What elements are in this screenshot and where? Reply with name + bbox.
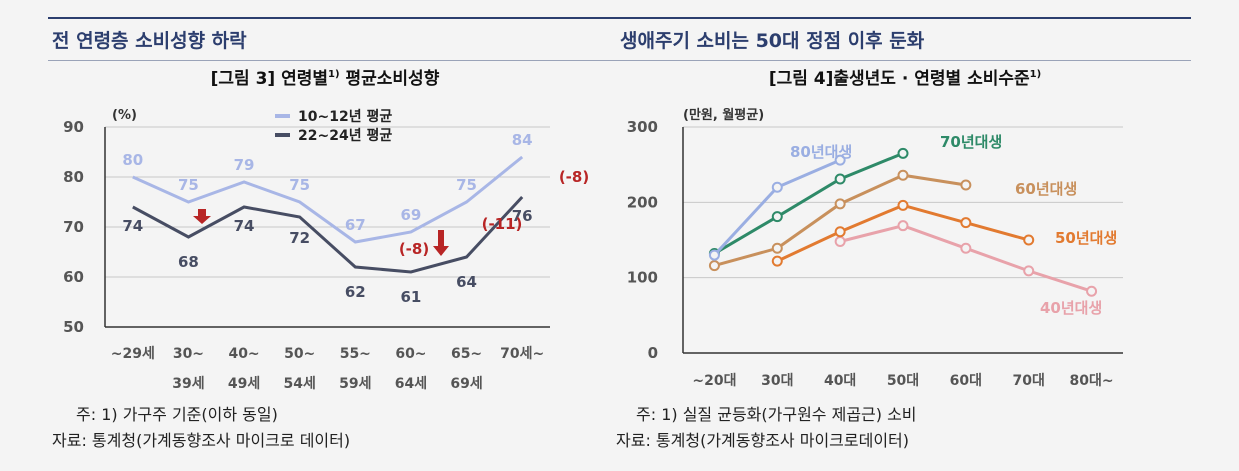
chart2-data-point bbox=[897, 199, 909, 211]
chart2-data-point bbox=[708, 260, 720, 272]
chart1-data-label: 80 bbox=[122, 151, 143, 169]
chart2-data-point bbox=[1023, 265, 1035, 277]
chart1-x-tick: 59세 bbox=[339, 376, 371, 392]
chart2-data-point bbox=[897, 147, 909, 159]
chart2-series-line-3 bbox=[714, 173, 967, 268]
chart2-series-line-4 bbox=[776, 203, 1030, 263]
chart1-data-label: 75 bbox=[289, 176, 310, 194]
chart1-x-tick: 30~ bbox=[173, 346, 204, 362]
chart1-y-tick: 80 bbox=[63, 168, 84, 186]
chart1-legend-label: 10~12년 평균 bbox=[298, 108, 392, 125]
chart1-y-unit: (%) bbox=[112, 108, 137, 123]
chart1-data-label: 76 bbox=[512, 207, 533, 225]
chart1-data-label: 72 bbox=[289, 229, 310, 247]
chart1-data-label: 69 bbox=[401, 206, 422, 224]
chart1-data-label: 84 bbox=[512, 131, 533, 149]
chart1-data-label: 75 bbox=[456, 176, 477, 194]
chart2-x-tick: 50대 bbox=[887, 373, 919, 389]
right-source: 자료: 통계청(가계동향조사 마이크로데이터) bbox=[616, 431, 910, 450]
chart2-series-label: 80년대생 bbox=[790, 143, 852, 161]
chart1-data-label: 79 bbox=[234, 156, 255, 174]
chart2-y-tick: 0 bbox=[648, 344, 658, 362]
chart1-series-line-2 bbox=[132, 195, 524, 274]
right-heading: 생애주기 소비는 50대 정점 이후 둔화 bbox=[620, 30, 925, 52]
chart2-title: [그림 4]출생년도 · 연령별 소비수준1) bbox=[769, 68, 1041, 89]
chart1-data-label: 64 bbox=[456, 273, 477, 291]
chart1-data-label: 61 bbox=[401, 288, 422, 306]
chart2-x-tick: 80대~ bbox=[1070, 373, 1114, 389]
chart1-y-tick: 60 bbox=[63, 268, 84, 286]
chart1-x-tick: 69세 bbox=[450, 376, 482, 392]
chart2-series-label: 70년대생 bbox=[940, 133, 1002, 151]
chart2-series-label: 60년대생 bbox=[1015, 180, 1077, 198]
chart1-annotation: (-11) bbox=[482, 215, 523, 233]
chart1-y-tick: 70 bbox=[63, 218, 84, 236]
chart1-data-label: 74 bbox=[122, 217, 143, 235]
header-rule bbox=[48, 17, 1191, 19]
chart2-series-label: 40년대생 bbox=[1040, 299, 1102, 317]
chart2-x-tick: 60대 bbox=[950, 373, 982, 389]
chart1-decline-arrow-icon bbox=[433, 230, 449, 256]
chart2-x-tick: 40대 bbox=[824, 373, 856, 389]
chart2-data-point bbox=[897, 220, 909, 232]
chart1-x-tick: 65~ bbox=[451, 346, 482, 362]
chart2-x-tick: ~20대 bbox=[692, 373, 736, 389]
chart1-x-tick: 39세 bbox=[172, 376, 204, 392]
chart2-data-point bbox=[834, 236, 846, 248]
chart1-series-line-1 bbox=[132, 155, 524, 244]
chart1-x-tick: 49세 bbox=[228, 376, 260, 392]
chart2-data-point bbox=[834, 173, 846, 185]
chart2-y-tick: 100 bbox=[627, 269, 658, 287]
chart2-x-tick: 30대 bbox=[761, 373, 793, 389]
chart2-data-point bbox=[834, 198, 846, 210]
chart1-title: [그림 3] 연령별1) 평균소비성향 bbox=[211, 68, 440, 89]
heading-divider bbox=[48, 60, 1191, 61]
chart1-x-tick: 64세 bbox=[395, 376, 427, 392]
chart2-y-unit: (만원, 월평균) bbox=[683, 107, 764, 123]
chart2-series-line-2 bbox=[713, 151, 904, 255]
chart1-decline-arrow-icon bbox=[193, 209, 211, 224]
chart2-data-point bbox=[834, 154, 846, 166]
chart2-data-point bbox=[771, 242, 783, 254]
chart1-annotation: (-8) bbox=[559, 168, 589, 186]
left-footnote: 주: 1) 가구주 기준(이하 동일) bbox=[76, 405, 278, 424]
chart2-data-point bbox=[771, 181, 783, 193]
chart2-series-line-5 bbox=[839, 224, 1093, 293]
chart2-data-point bbox=[960, 217, 972, 229]
chart2-y-tick: 300 bbox=[627, 118, 658, 136]
chart1-x-tick: 40~ bbox=[228, 346, 259, 362]
left-source: 자료: 통계청(가계동향조사 마이크로 데이터) bbox=[52, 431, 351, 450]
chart2-series-label: 50년대생 bbox=[1055, 229, 1117, 247]
chart1-x-tick: 55~ bbox=[340, 346, 371, 362]
chart1-x-tick: 60~ bbox=[395, 346, 426, 362]
chart1-x-tick: 50~ bbox=[284, 346, 315, 362]
chart2-x-tick: 70대 bbox=[1013, 373, 1045, 389]
chart2-data-point bbox=[1086, 285, 1098, 297]
chart2-data-point bbox=[771, 211, 783, 223]
chart1-data-label: 68 bbox=[178, 253, 199, 271]
right-footnote: 주: 1) 실질 균등화(가구원수 제곱근) 소비 bbox=[636, 405, 917, 424]
chart2-data-point bbox=[708, 249, 720, 261]
chart1-data-label: 62 bbox=[345, 283, 366, 301]
chart1-x-tick: 70세~ bbox=[500, 346, 544, 362]
chart1-data-label: 75 bbox=[178, 176, 199, 194]
chart1-x-tick: ~29세 bbox=[111, 346, 155, 362]
chart1-data-label: 74 bbox=[234, 217, 255, 235]
chart2-data-point bbox=[771, 255, 783, 267]
chart1-data-label: 67 bbox=[345, 216, 366, 234]
chart1-annotation: (-8) bbox=[399, 240, 429, 258]
chart2-data-point bbox=[897, 169, 909, 181]
chart2-data-point bbox=[1023, 234, 1035, 246]
chart2-y-tick: 200 bbox=[627, 193, 658, 211]
chart1-legend-label: 22~24년 평균 bbox=[298, 127, 392, 144]
chart2-data-point bbox=[834, 226, 846, 238]
chart1-y-tick: 90 bbox=[63, 118, 84, 136]
left-heading: 전 연령층 소비성향 하락 bbox=[52, 30, 247, 52]
chart2-data-point bbox=[960, 242, 972, 254]
chart2-data-point bbox=[960, 179, 972, 191]
chart1-y-tick: 50 bbox=[63, 318, 84, 336]
chart1-x-tick: 54세 bbox=[284, 376, 316, 392]
